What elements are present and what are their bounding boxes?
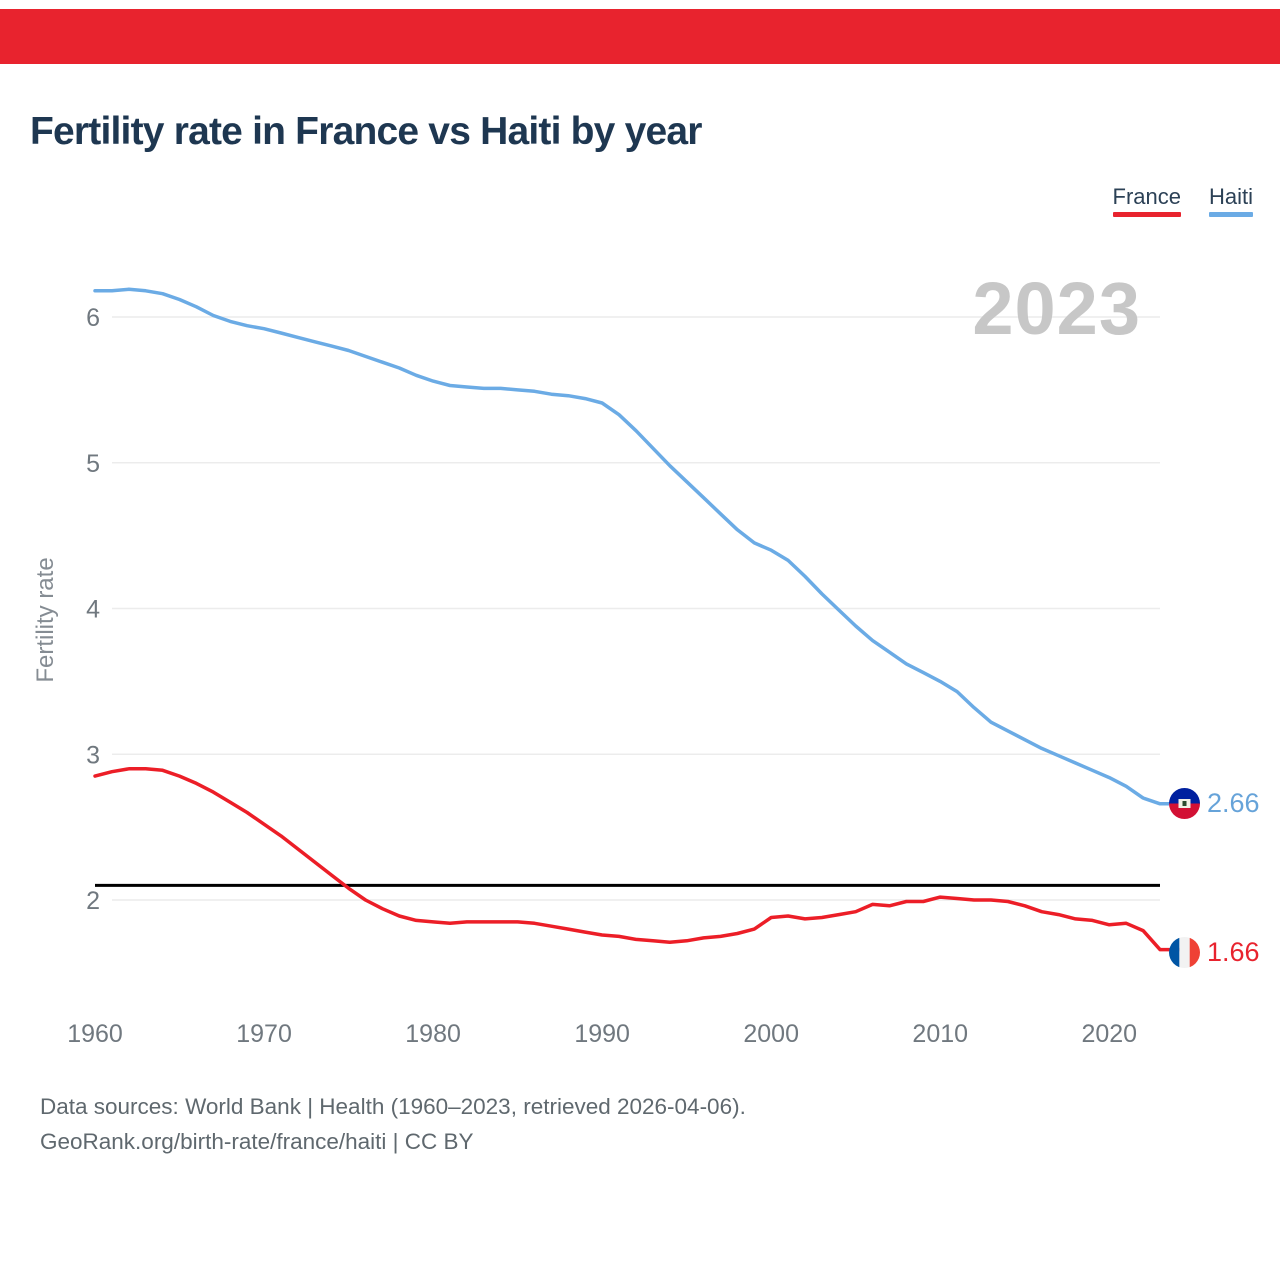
legend-label-haiti: Haiti [1208,184,1253,209]
footer-sources-line: Data sources: World Bank | Health (1960–… [40,1094,746,1119]
legend-item-haiti[interactable]: Haiti [1208,184,1253,217]
top-banner [0,9,1280,64]
footer-attribution-line[interactable]: GeoRank.org/birth-rate/france/haiti | CC… [40,1129,474,1154]
y-tick-label: 3 [86,741,100,769]
y-axis-title: Fertility rate [32,557,59,683]
legend-label-france: France [1112,184,1181,209]
x-tick-label: 1960 [67,1020,123,1048]
france-flag-icon [1169,937,1200,968]
legend: France Haiti [1112,184,1253,217]
x-tick-label: 2000 [743,1020,799,1048]
haiti-end-value: 2.66 [1207,788,1260,818]
x-tick-label: 1970 [236,1020,292,1048]
y-tick-label: 6 [86,304,100,332]
page-title: Fertility rate in France vs Haiti by yea… [30,110,702,153]
year-watermark: 2023 [972,267,1141,350]
series-line-haiti[interactable] [93,287,1182,806]
legend-item-france[interactable]: France [1112,184,1181,217]
legend-underline-haiti [1208,212,1253,217]
legend-underline-france [1112,212,1181,217]
y-tick-label: 4 [86,596,100,624]
france-end-value: 1.66 [1207,937,1260,967]
haiti-flag-icon [1169,788,1200,819]
end-label-france: 1.66 [1169,937,1260,968]
y-tick-label: 2 [86,887,100,915]
x-tick-label: 1990 [574,1020,630,1048]
x-tick-label: 2010 [912,1020,968,1048]
y-tick-label: 5 [86,450,100,478]
footer: Data sources: World Bank | Health (1960–… [40,1089,746,1159]
end-label-haiti: 2.66 [1169,788,1260,819]
x-tick-label: 1980 [405,1020,461,1048]
series-line-france[interactable] [93,767,1182,952]
x-tick-label: 2020 [1081,1020,1137,1048]
